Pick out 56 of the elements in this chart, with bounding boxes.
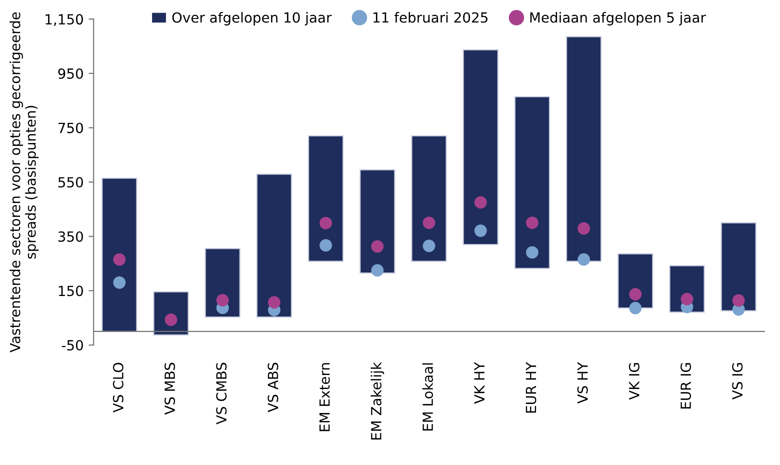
point: [526, 246, 538, 259]
point: [578, 222, 590, 235]
x-tick-label: VK HY: [474, 362, 484, 404]
x-tick-label: VS HY: [577, 362, 588, 404]
point: [680, 292, 694, 306]
x-tick-label: EM Extern: [320, 363, 330, 432]
x-tick-label: VS CLO: [112, 362, 124, 412]
point: [732, 294, 745, 307]
point: [422, 240, 436, 252]
bar: [308, 135, 344, 262]
bar: [618, 253, 654, 309]
x-tick-label: VK IG: [628, 363, 640, 400]
point: [371, 264, 384, 277]
point: [113, 253, 126, 266]
x-tick-label: VS ABS: [268, 362, 278, 412]
legend-label: Over afgelopen 10 jaar: [172, 12, 332, 26]
y-tick-label: 350: [58, 231, 83, 242]
bar: [720, 222, 756, 312]
bar: [514, 96, 550, 269]
x-tick-label: EM Zakelijk: [370, 362, 384, 440]
point: [629, 302, 642, 314]
point: [578, 253, 590, 266]
x-tick-label: EUR HY: [526, 362, 536, 413]
bar: [256, 174, 292, 318]
bar: [204, 248, 240, 318]
bar: [153, 291, 189, 336]
y-axis-title: Vastrentende sectoren voor opties gecorrigeerde spreads (basispunten): [10, 12, 39, 352]
x-tick-label: VS CMBS: [216, 362, 227, 424]
y-tick-label: 950: [58, 68, 83, 79]
point: [268, 296, 280, 309]
point: [474, 196, 487, 209]
point: [526, 216, 538, 230]
bar: [462, 49, 498, 246]
bar: [411, 135, 447, 262]
point: [320, 216, 332, 230]
y-tick-label: 750: [58, 122, 83, 134]
x-tick-label: EM Lokaal: [422, 363, 434, 430]
x-tick-label: EUR IG: [680, 363, 692, 409]
point: [422, 216, 436, 230]
legend-label: 11 februari 2025: [374, 12, 488, 23]
bar: [360, 169, 396, 274]
x-tick-label: VS IG: [732, 363, 743, 400]
bar: [566, 36, 602, 262]
point: [113, 276, 126, 289]
y-tick-label: 1,150: [46, 14, 83, 26]
y-tick-label: -50: [62, 340, 83, 351]
bar: [102, 178, 138, 332]
x-tick-label: VS MBS: [164, 362, 176, 415]
point: [629, 288, 642, 300]
legend-label: Mediaan afgelopen 5 jaar: [530, 12, 706, 26]
y-tick-label: 150: [58, 286, 83, 296]
y-tick-label: 550: [58, 177, 83, 188]
point: [474, 224, 487, 237]
point: [371, 240, 384, 253]
point: [216, 294, 229, 306]
point: [320, 239, 332, 252]
